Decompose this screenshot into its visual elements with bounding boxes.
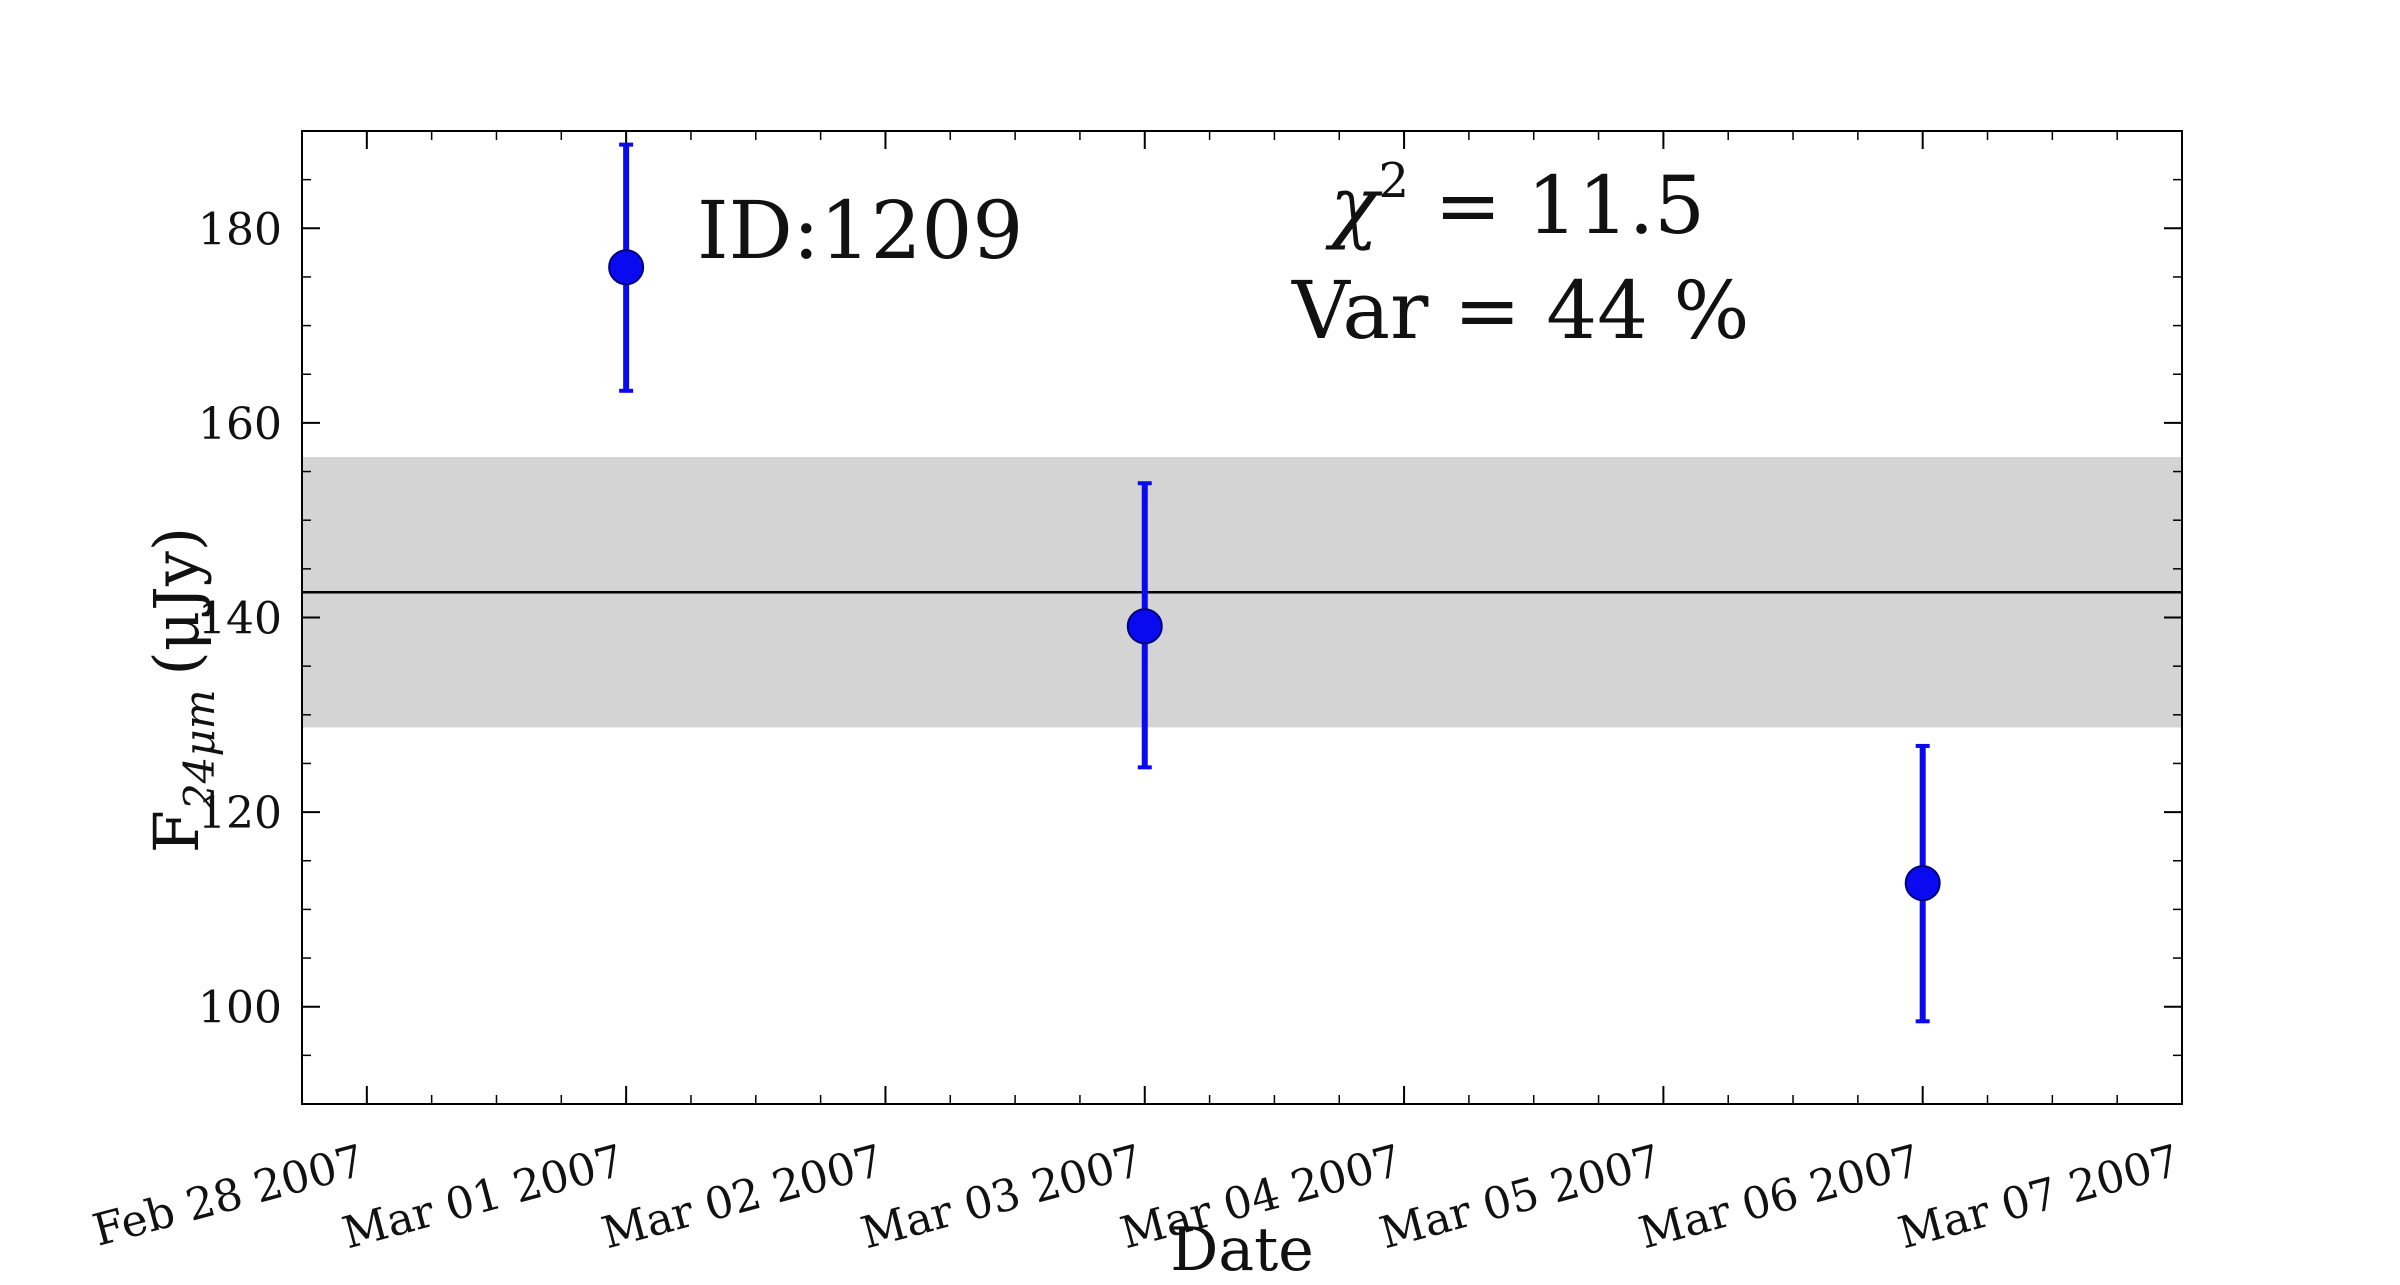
data-point bbox=[608, 249, 645, 286]
y-tick-label: 140 bbox=[198, 594, 282, 645]
data-point bbox=[1904, 865, 1941, 902]
y-axis-label: F24μm (μJy) bbox=[140, 527, 224, 853]
y-tick-label: 160 bbox=[198, 399, 282, 450]
x-tick-label: Mar 05 2007 bbox=[1375, 1135, 1667, 1259]
x-tick-label: Mar 03 2007 bbox=[856, 1135, 1148, 1259]
x-tick-label: Mar 07 2007 bbox=[1893, 1135, 2185, 1259]
y-tick-label: 100 bbox=[198, 983, 282, 1034]
x-tick-label: Feb 28 2007 bbox=[88, 1135, 370, 1256]
x-tick-label: Mar 02 2007 bbox=[597, 1135, 889, 1259]
chi2-value: = 11.5 bbox=[1409, 159, 1705, 252]
chi2-symbol: χ bbox=[1325, 159, 1383, 252]
x-tick-label: Mar 01 2007 bbox=[337, 1135, 629, 1259]
chi2-annotation: χ2 = 11.5 bbox=[1325, 153, 1705, 252]
y-axis-label-unit: (μJy) bbox=[140, 527, 213, 676]
x-tick-label: Mar 06 2007 bbox=[1634, 1135, 1926, 1259]
y-tick-label: 180 bbox=[198, 204, 282, 255]
x-axis-label: Date bbox=[1170, 1215, 1314, 1285]
axis-ticks-layer bbox=[301, 130, 2183, 1105]
y-axis-label-sub: 24μm bbox=[175, 689, 224, 811]
y-tick-label: 120 bbox=[198, 788, 282, 839]
data-points-layer bbox=[608, 142, 1941, 1024]
data-point bbox=[1126, 608, 1163, 645]
chi2-power: 2 bbox=[1378, 153, 1409, 209]
y-tick-labels: 100 120 140 160 180 bbox=[198, 204, 282, 1033]
var-annotation: Var = 44 % bbox=[1291, 264, 1750, 357]
id-annotation: ID:1209 bbox=[697, 184, 1023, 277]
y-axis-label-base: F bbox=[140, 810, 213, 853]
